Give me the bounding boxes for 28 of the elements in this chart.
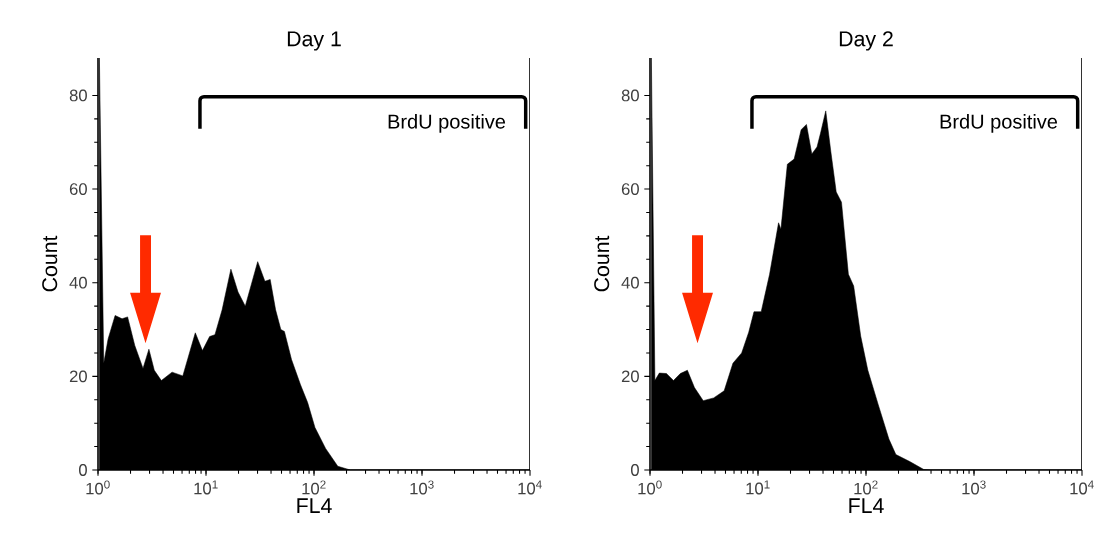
x-tick-label: 10$^{3}$ <box>410 480 434 495</box>
x-axis-title: FL4 <box>849 498 884 513</box>
y-tick-label: 40 <box>621 276 639 289</box>
x-tick-label: 10$^{3}$ <box>962 480 986 495</box>
y-axis-title: Count <box>594 235 610 292</box>
chart-title: Day 1 <box>287 31 341 51</box>
y-tick-label: 60 <box>621 183 639 195</box>
x-tick-label: 10$^{1}$ <box>746 480 770 495</box>
annotation: BrdU positive <box>940 114 1058 133</box>
y-tick-label: 0 <box>78 464 87 476</box>
x-tick-label: 10$^{0}$ <box>638 480 662 495</box>
y-tick-label: 0 <box>630 464 639 476</box>
x-tick-label: 10$^{2}$ <box>302 480 326 495</box>
y-tick-label: 60 <box>69 183 87 195</box>
x-tick-label: 10$^{1}$ <box>194 480 218 495</box>
y-tick-label: 40 <box>69 276 87 289</box>
y-tick-label: 20 <box>69 370 87 383</box>
x-tick-label: 10$^{4}$ <box>1070 480 1094 495</box>
y-tick-label: 80 <box>621 89 639 102</box>
annotation: BrdU positive <box>388 114 506 133</box>
x-axis-title: FL4 <box>297 498 332 513</box>
y-tick-label: 80 <box>69 89 87 102</box>
x-tick-label: 10$^{0}$ <box>86 480 110 495</box>
chart-title: Day 2 <box>839 31 893 51</box>
y-tick-label: 20 <box>621 370 639 383</box>
y-axis-title: Count <box>42 235 58 292</box>
x-tick-label: 10$^{4}$ <box>518 480 542 495</box>
x-tick-label: 10$^{2}$ <box>854 480 878 495</box>
